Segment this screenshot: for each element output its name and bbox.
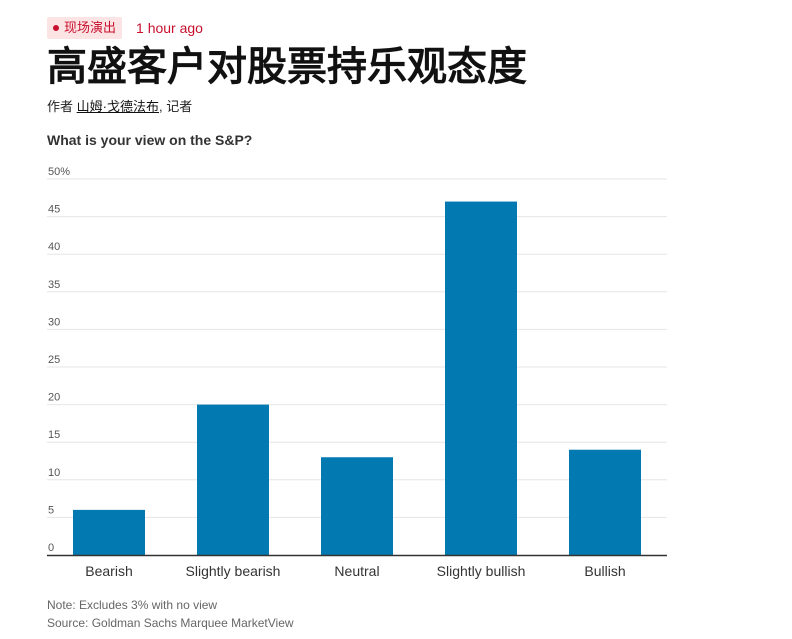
chart-note: Note: Excludes 3% with no view	[47, 598, 218, 612]
y-tick-label: 45	[48, 204, 60, 216]
y-tick-label: 35	[48, 279, 60, 291]
live-label: 现场演出	[64, 20, 117, 35]
y-tick-label: 30	[48, 316, 60, 328]
y-tick-label: 0	[48, 542, 54, 554]
y-tick-label: 25	[48, 354, 60, 366]
x-tick-label: Bearish	[85, 563, 132, 579]
bar	[73, 509, 145, 555]
y-tick-label: 50%	[48, 166, 70, 178]
y-tick-label: 20	[48, 392, 60, 404]
x-tick-label: Bullish	[584, 563, 625, 579]
timestamp: 1 hour ago	[136, 20, 203, 36]
live-row: 现场演出 1 hour ago	[47, 17, 203, 39]
live-dot-icon	[53, 25, 59, 31]
x-tick-label: Slightly bearish	[186, 563, 281, 579]
live-badge[interactable]: 现场演出	[47, 17, 123, 39]
y-tick-label: 40	[48, 241, 60, 253]
author-link[interactable]: 山姆·戈德法布	[76, 99, 159, 114]
bar	[321, 457, 393, 555]
byline-prefix: 作者	[47, 99, 74, 114]
byline-suffix: , 记者	[158, 99, 193, 114]
byline: 作者 山姆·戈德法布, 记者	[47, 96, 192, 115]
y-tick-label: 10	[48, 467, 60, 479]
chart-source: Source: Goldman Sachs Marquee MarketView	[47, 616, 294, 630]
bar	[569, 449, 641, 555]
x-tick-label: Slightly bullish	[437, 563, 526, 579]
bar	[197, 404, 269, 555]
headline: 高盛客户对股票持乐观态度	[47, 43, 527, 90]
x-tick-label: Neutral	[334, 563, 379, 579]
chart-title: What is your view on the S&P?	[47, 132, 253, 148]
y-tick-label: 15	[48, 429, 60, 441]
bar	[445, 201, 517, 555]
y-tick-label: 5	[48, 504, 54, 516]
